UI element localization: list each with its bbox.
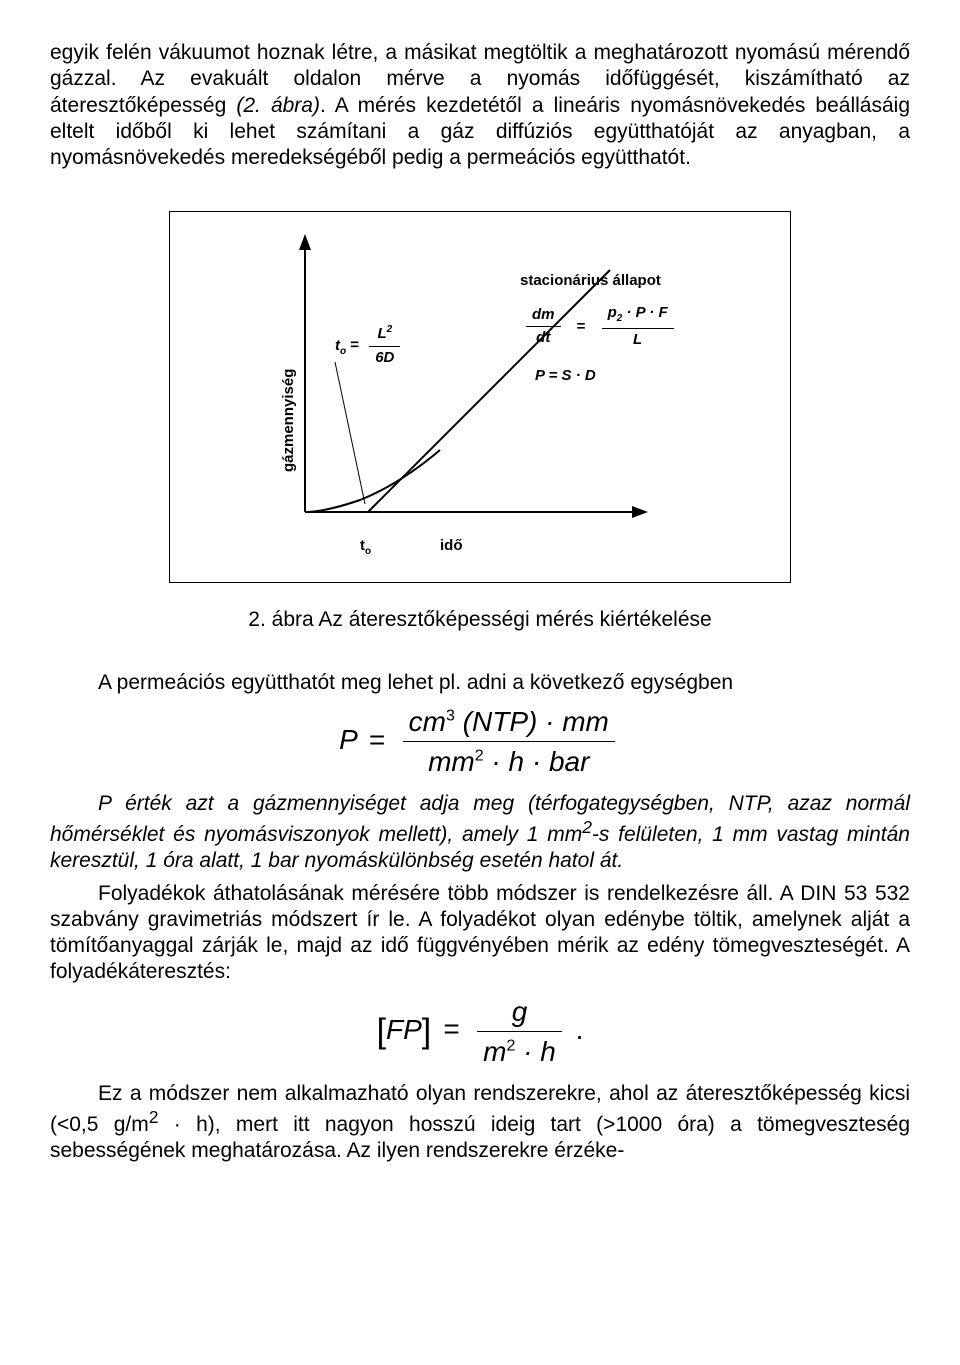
figure-caption: 2. ábra Az áteresztőképességi mérés kiér… xyxy=(50,607,910,633)
figure-permeation-diagram: gázmennyiség to = L2 6D stacionárius áll… xyxy=(169,211,791,583)
body-paragraph: Folyadékok áthatolásának mérésére több m… xyxy=(50,881,910,986)
x-axis-label: idő xyxy=(440,537,463,556)
body-paragraph: egyik felén vákuumot hoznak létre, a más… xyxy=(50,40,910,171)
y-axis-label: gázmennyiség xyxy=(280,369,299,472)
stationary-label: stacionárius állapot xyxy=(520,272,661,291)
body-paragraph-italic: P érték azt a gázmennyiséget adja meg (t… xyxy=(50,791,910,875)
body-paragraph: Ez a módszer nem alkalmazható olyan rend… xyxy=(50,1081,910,1165)
formula-t0: to = L2 6D xyxy=(335,324,406,368)
formula-dmdt: dm dt = p2 · P · F L xyxy=(520,304,680,349)
body-paragraph: A permeációs együtthatót meg lehet pl. a… xyxy=(50,670,910,696)
t0-tick-label: to xyxy=(360,537,371,559)
formula-psd: P = S · D xyxy=(535,367,596,386)
formula-permeation-unit: P = cm3 (NTP) · mm mm2 · h · bar xyxy=(50,704,910,779)
figure-ref: (2. ábra) xyxy=(236,94,320,117)
formula-fluid-permeation: [FP] = g m2 · h . xyxy=(50,994,910,1069)
diagram-svg xyxy=(170,212,790,582)
